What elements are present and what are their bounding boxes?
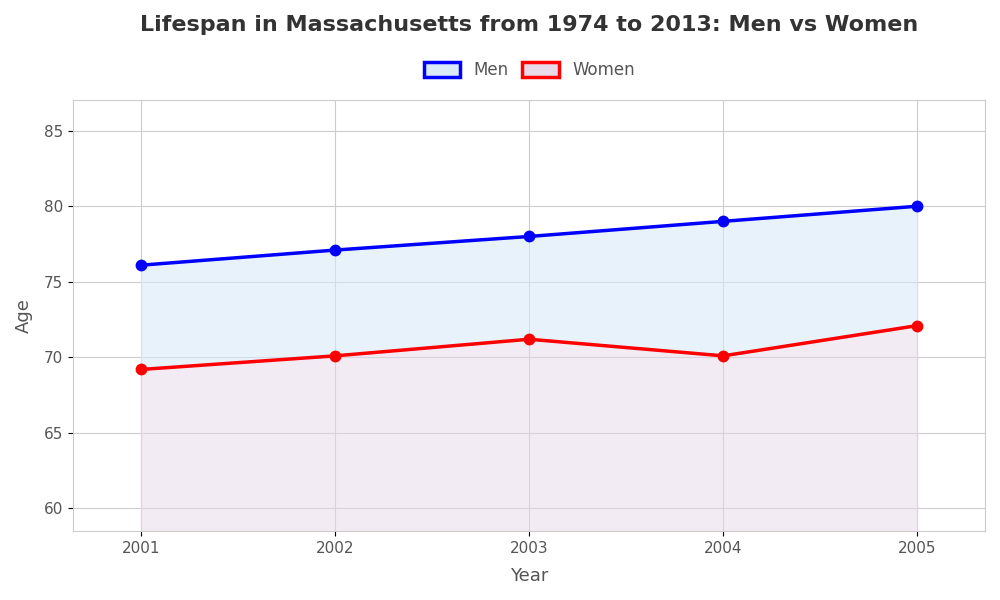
Y-axis label: Age: Age bbox=[15, 298, 33, 333]
Legend: Men, Women: Men, Women bbox=[415, 53, 643, 88]
Title: Lifespan in Massachusetts from 1974 to 2013: Men vs Women: Lifespan in Massachusetts from 1974 to 2… bbox=[140, 15, 918, 35]
X-axis label: Year: Year bbox=[510, 567, 548, 585]
